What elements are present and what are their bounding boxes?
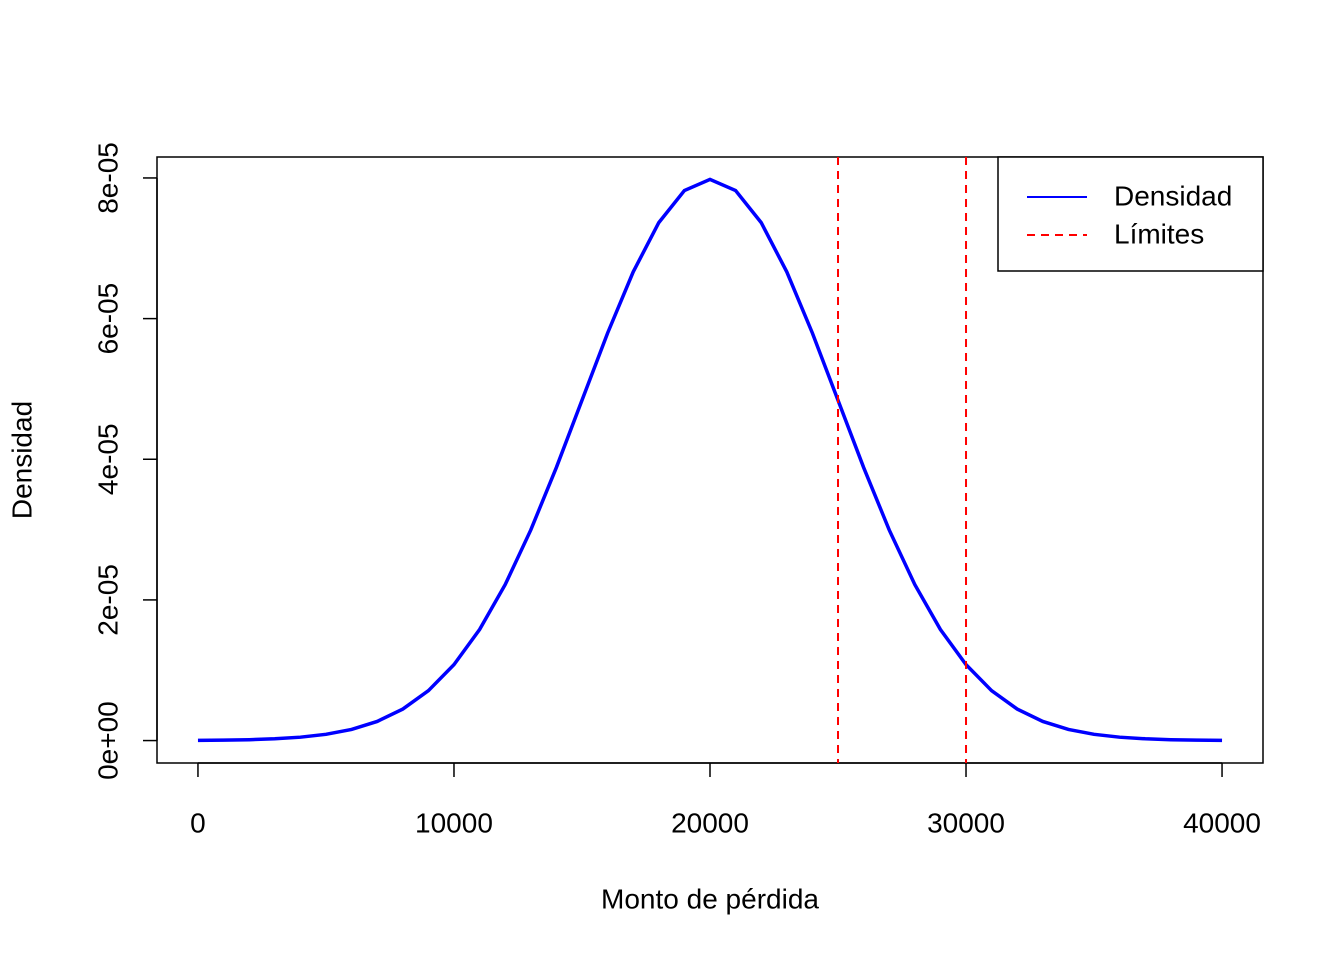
legend-label: Densidad (1114, 180, 1232, 211)
y-tick-label: 0e+00 (92, 701, 123, 780)
x-tick-label: 10000 (415, 807, 493, 838)
legend-box (997, 156, 1264, 272)
y-tick-label: 8e-05 (92, 142, 123, 214)
x-tick-label: 20000 (671, 807, 749, 838)
x-axis-label: Monto de pérdida (601, 883, 819, 914)
x-tick-label: 30000 (927, 807, 1005, 838)
y-tick-label: 6e-05 (92, 283, 123, 355)
x-tick-label: 0 (190, 807, 206, 838)
y-tick-label: 2e-05 (92, 564, 123, 636)
y-axis-label: Densidad (6, 401, 37, 519)
x-tick-label: 40000 (1183, 807, 1261, 838)
legend-label: Límites (1114, 218, 1204, 249)
y-tick-label: 4e-05 (92, 423, 123, 495)
density-line (197, 177, 1223, 743)
